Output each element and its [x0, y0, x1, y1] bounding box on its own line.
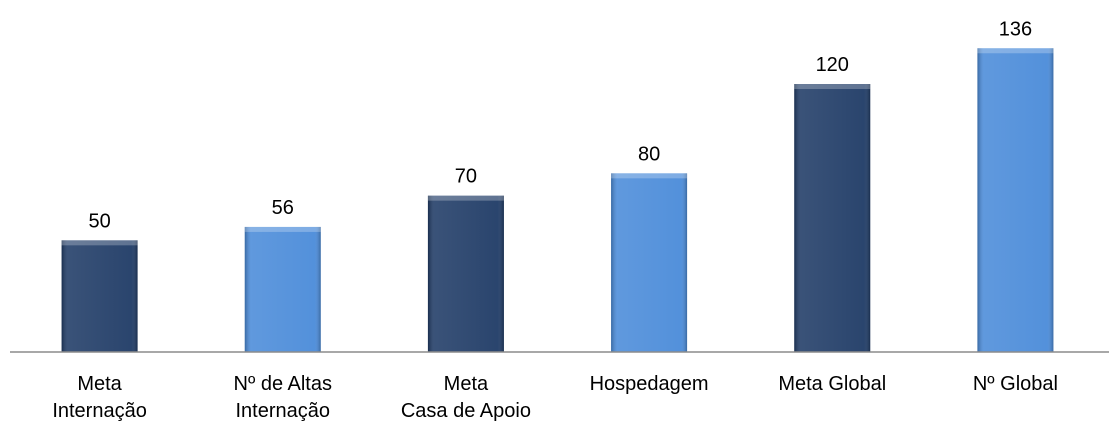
bar-shine: [244, 226, 321, 352]
value-label: 120: [816, 54, 849, 76]
bar-bevel: [611, 173, 688, 179]
bar-bevel: [977, 48, 1054, 54]
value-label: 70: [455, 166, 477, 188]
bar-shine: [61, 240, 138, 352]
bar-shine: [427, 195, 504, 352]
x-tick-label: Nº de Altas: [234, 373, 332, 395]
x-tick-label: Nº Global: [973, 373, 1058, 395]
bar-bevel: [794, 84, 871, 89]
x-tick-label: Hospedagem: [590, 373, 709, 395]
value-label: 80: [638, 143, 660, 165]
bar-bevel: [244, 226, 321, 232]
value-label: 50: [88, 210, 110, 232]
bar-shine: [611, 173, 688, 352]
x-tick-label: Meta: [444, 373, 489, 395]
bar-bevel: [427, 195, 504, 201]
bar-bevel: [61, 240, 138, 246]
x-tick-label: Internação: [52, 400, 147, 422]
x-tick-label: Meta Global: [778, 373, 886, 395]
value-label: 56: [272, 197, 294, 219]
x-tick-label: Meta: [77, 373, 122, 395]
x-tick-label: Casa de Apoio: [401, 400, 531, 422]
x-tick-label: Internação: [235, 400, 330, 422]
value-label: 136: [999, 18, 1032, 40]
bar-shine: [977, 48, 1054, 353]
bar-shine: [794, 84, 871, 352]
